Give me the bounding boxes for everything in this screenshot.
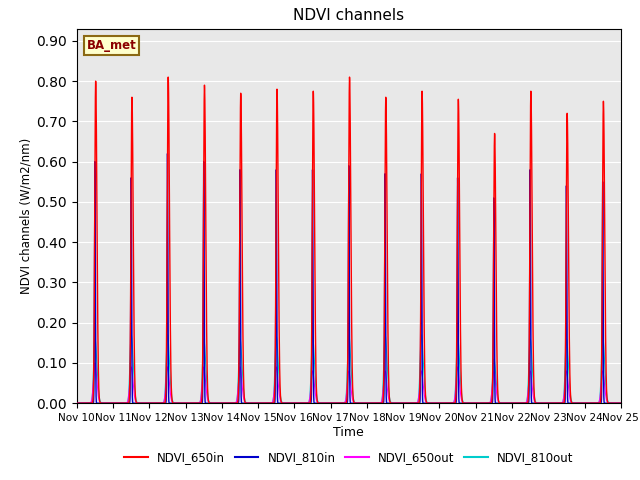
X-axis label: Time: Time (333, 426, 364, 439)
Title: NDVI channels: NDVI channels (293, 9, 404, 24)
Text: BA_met: BA_met (86, 39, 136, 52)
Y-axis label: NDVI channels (W/m2/nm): NDVI channels (W/m2/nm) (19, 138, 32, 294)
Legend: NDVI_650in, NDVI_810in, NDVI_650out, NDVI_810out: NDVI_650in, NDVI_810in, NDVI_650out, NDV… (119, 446, 579, 468)
